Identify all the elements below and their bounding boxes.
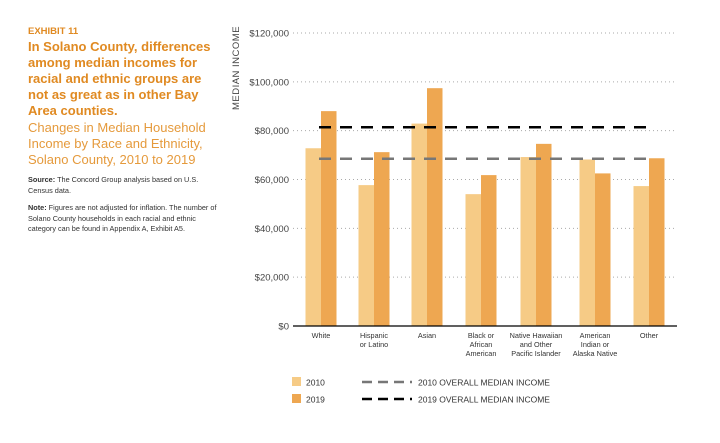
legend-label: 2010: [306, 378, 325, 388]
exhibit-label: EXHIBIT 11: [28, 26, 79, 37]
note-text: Figures are not adjusted for inflation. …: [28, 203, 217, 233]
x-tick-label: or Latino: [360, 340, 388, 349]
bar-2019: [536, 143, 552, 326]
x-tick-label: Pacific Islander: [511, 349, 561, 358]
source-text: The Concord Group analysis based on U.S.…: [28, 175, 199, 195]
bar-2019: [481, 175, 497, 326]
y-tick-label: $60,000: [255, 175, 289, 186]
y-axis-label: MEDIAN INCOME: [231, 26, 242, 110]
bar-2019: [321, 111, 337, 326]
bar-2010: [633, 186, 649, 326]
note-label: Note:: [28, 203, 47, 212]
x-tick-label: African: [470, 340, 493, 349]
y-tick-label: $100,000: [249, 77, 289, 88]
x-tick-label: White: [312, 331, 331, 340]
legend-label: 2019 OVERALL MEDIAN INCOME: [418, 395, 550, 405]
x-tick-label: Black or: [468, 331, 495, 340]
bar-2010: [358, 185, 374, 326]
legend-label: 2010 OVERALL MEDIAN INCOME: [418, 378, 550, 388]
x-tick-label: Hispanic: [360, 331, 388, 340]
bar-2019: [374, 152, 390, 326]
source-label: Source:: [28, 175, 56, 184]
bar-2019: [649, 158, 665, 326]
y-tick-label: $80,000: [255, 126, 289, 137]
bar-2019: [427, 88, 443, 326]
chart-title: Changes in Median Household Income by Ra…: [28, 120, 206, 167]
note: Note: Figures are not adjusted for infla…: [28, 203, 224, 235]
y-tick-label: $0: [278, 322, 289, 333]
bar-2010: [520, 157, 536, 326]
x-tick-label: Other: [640, 331, 659, 340]
source-note: Source: The Concord Group analysis based…: [28, 175, 224, 196]
legend-swatch: [292, 394, 301, 403]
x-tick-label: American: [580, 331, 611, 340]
y-tick-label: $40,000: [255, 224, 289, 235]
x-tick-label: and Other: [520, 340, 553, 349]
x-tick-label: Indian or: [581, 340, 610, 349]
x-tick-label: Asian: [418, 331, 436, 340]
x-tick-label: Alaska Native: [573, 349, 618, 358]
bar-2010: [305, 148, 321, 326]
bar-2010: [579, 159, 595, 326]
bar-2019: [595, 173, 611, 326]
legend-label: 2019: [306, 395, 325, 405]
headline: In Solano County, differences among medi…: [28, 39, 211, 118]
bar-2010: [465, 194, 481, 326]
y-tick-label: $20,000: [255, 273, 289, 284]
legend-swatch: [292, 377, 301, 386]
bar-2010: [411, 123, 427, 326]
y-tick-label: $120,000: [249, 29, 289, 40]
x-tick-label: Native Hawaiian: [510, 331, 563, 340]
side-panel: EXHIBIT 11 In Solano County, differences…: [28, 26, 224, 235]
x-tick-label: American: [466, 349, 497, 358]
